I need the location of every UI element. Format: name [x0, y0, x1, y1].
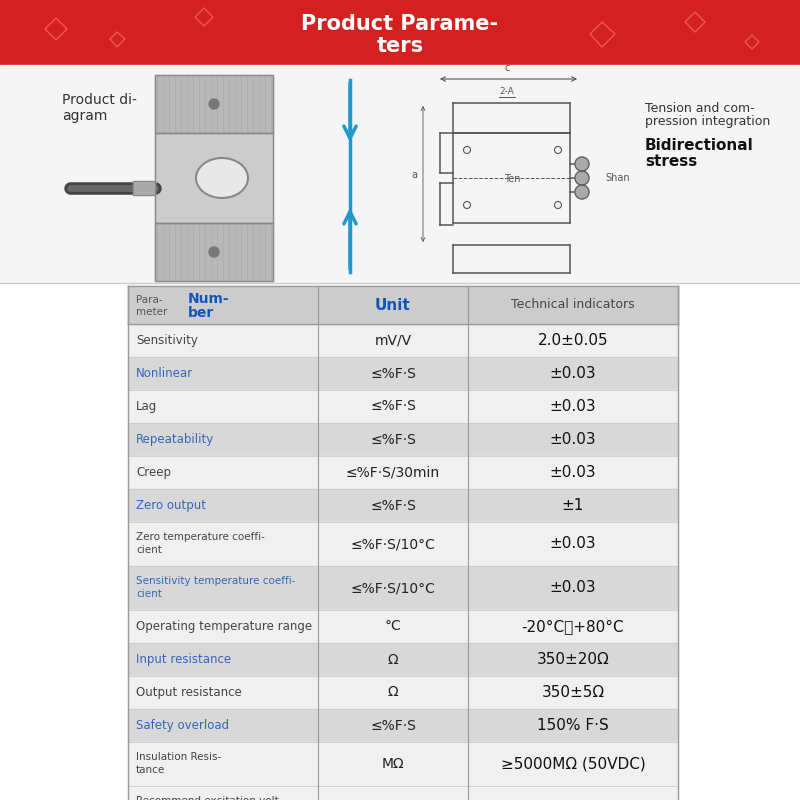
Bar — [155, 133, 273, 223]
Text: ±0.03: ±0.03 — [550, 537, 596, 551]
Text: 2.0±0.05: 2.0±0.05 — [538, 333, 608, 348]
Bar — [128, 786, 678, 800]
Text: ≤%F·S/10°C: ≤%F·S/10°C — [350, 537, 435, 551]
Text: Technical indicators: Technical indicators — [511, 298, 635, 311]
Text: MΩ: MΩ — [382, 757, 404, 771]
Bar — [128, 742, 678, 786]
Text: cient: cient — [136, 589, 162, 599]
Circle shape — [575, 157, 589, 171]
Bar — [128, 286, 678, 324]
Bar — [128, 357, 678, 390]
Circle shape — [209, 247, 219, 257]
Text: ±1: ±1 — [562, 498, 584, 513]
Text: Nonlinear: Nonlinear — [136, 367, 193, 380]
Ellipse shape — [196, 158, 248, 198]
Text: ≤%F·S: ≤%F·S — [370, 498, 416, 513]
Text: agram: agram — [62, 109, 107, 123]
Text: Zero output: Zero output — [136, 499, 206, 512]
Text: Zero temperature coeffi-: Zero temperature coeffi- — [136, 532, 265, 542]
Bar — [0, 0, 800, 65]
Bar — [133, 181, 155, 195]
Text: meter: meter — [136, 307, 167, 317]
Text: °C: °C — [385, 619, 402, 634]
Bar — [128, 676, 678, 709]
Text: ≥5000MΩ (50VDC): ≥5000MΩ (50VDC) — [501, 757, 646, 771]
Bar — [155, 223, 273, 281]
Bar — [128, 610, 678, 643]
Text: 350±20Ω: 350±20Ω — [537, 652, 610, 667]
Text: Num-: Num- — [188, 292, 230, 306]
Text: ≤%F·S: ≤%F·S — [370, 399, 416, 414]
Text: ber: ber — [188, 306, 214, 320]
Text: ≤%F·S: ≤%F·S — [370, 433, 416, 446]
Circle shape — [575, 185, 589, 199]
Text: ≤%F·S: ≤%F·S — [370, 718, 416, 733]
Text: Operating temperature range: Operating temperature range — [136, 620, 312, 633]
Text: Sensitivity temperature coeffi-: Sensitivity temperature coeffi- — [136, 576, 295, 586]
Text: Product di-: Product di- — [62, 93, 137, 107]
Text: Insulation Resis-: Insulation Resis- — [136, 752, 222, 762]
Text: ±0.03: ±0.03 — [550, 399, 596, 414]
Bar — [128, 456, 678, 489]
Text: c: c — [505, 63, 510, 73]
Bar — [128, 566, 678, 610]
Text: 2-A: 2-A — [500, 86, 514, 95]
Text: a: a — [411, 170, 417, 180]
Text: Para-: Para- — [136, 295, 162, 305]
Text: 150% F·S: 150% F·S — [537, 718, 609, 733]
Text: stress: stress — [645, 154, 698, 170]
Bar — [128, 324, 678, 357]
Text: ±0.03: ±0.03 — [550, 366, 596, 381]
Bar — [128, 489, 678, 522]
Bar — [155, 133, 273, 223]
Text: Sensitivity: Sensitivity — [136, 334, 198, 347]
Bar — [155, 75, 273, 133]
Text: Output resistance: Output resistance — [136, 686, 242, 699]
Text: Recommend excitation volt-: Recommend excitation volt- — [136, 796, 282, 800]
Text: ≤%F·S/10°C: ≤%F·S/10°C — [350, 581, 435, 595]
Bar — [128, 390, 678, 423]
Text: Input resistance: Input resistance — [136, 653, 231, 666]
Text: ±0.03: ±0.03 — [550, 465, 596, 480]
Text: -20°C～+80°C: -20°C～+80°C — [522, 619, 624, 634]
Text: tance: tance — [136, 765, 166, 775]
Bar — [128, 522, 678, 566]
Text: ≤%F·S: ≤%F·S — [370, 366, 416, 381]
Text: cient: cient — [136, 545, 162, 555]
Bar — [128, 709, 678, 742]
Text: Product Parame-: Product Parame- — [302, 14, 498, 34]
Text: Lag: Lag — [136, 400, 158, 413]
Text: Safety overload: Safety overload — [136, 719, 229, 732]
Text: mV/V: mV/V — [374, 334, 411, 347]
Circle shape — [209, 99, 219, 109]
Text: Ω: Ω — [388, 686, 398, 699]
Text: pression integration: pression integration — [645, 115, 770, 129]
Text: 350±5Ω: 350±5Ω — [542, 685, 605, 700]
Bar — [155, 75, 273, 133]
Bar — [133, 181, 155, 195]
Text: ±0.03: ±0.03 — [550, 581, 596, 595]
Text: Repeatability: Repeatability — [136, 433, 214, 446]
Text: ±0.03: ±0.03 — [550, 432, 596, 447]
Bar — [128, 643, 678, 676]
Text: ters: ters — [377, 36, 423, 56]
Text: Unit: Unit — [375, 298, 411, 313]
Text: Shan: Shan — [605, 173, 630, 183]
Bar — [0, 65, 800, 283]
Text: ≤%F·S/30min: ≤%F·S/30min — [346, 466, 440, 479]
Text: Ten: Ten — [504, 174, 520, 184]
Text: Bidirectional: Bidirectional — [645, 138, 754, 153]
Text: Ω: Ω — [388, 653, 398, 666]
Text: Tension and com-: Tension and com- — [645, 102, 754, 114]
Text: Creep: Creep — [136, 466, 171, 479]
Circle shape — [575, 171, 589, 185]
Bar — [155, 223, 273, 281]
Bar — [128, 423, 678, 456]
